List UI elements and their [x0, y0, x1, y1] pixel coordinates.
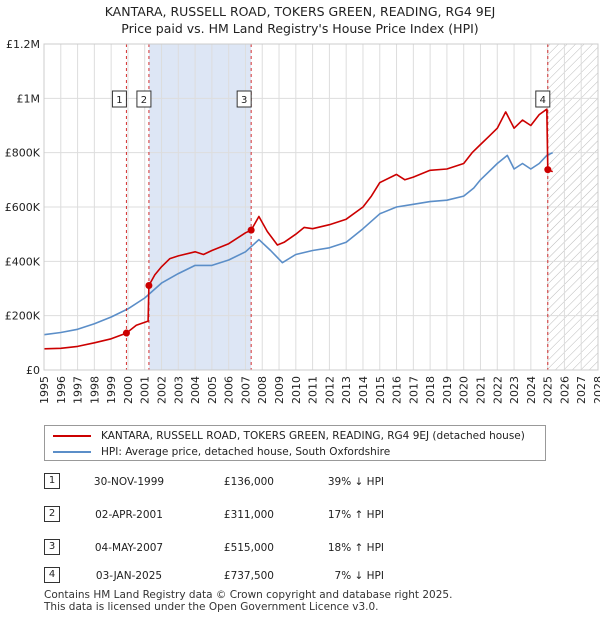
y-tick-label: £200K — [5, 310, 41, 323]
x-tick-label: 1999 — [105, 376, 118, 404]
y-tick-label: £800K — [5, 147, 41, 160]
x-tick-label: 2020 — [458, 376, 471, 404]
x-tick-label: 2005 — [206, 376, 219, 404]
x-tick-label: 2011 — [307, 376, 320, 404]
transaction-hpi-diff: 18% ↑ HPI — [327, 542, 384, 554]
sale-label-text: 3 — [241, 95, 247, 106]
x-tick-label: 1995 — [38, 376, 51, 404]
x-tick-label: 2006 — [223, 376, 236, 404]
sale-label-box — [111, 90, 127, 108]
chart-subtitle: Price paid vs. HM Land Registry's House … — [121, 21, 479, 36]
x-tick-label: 1997 — [72, 376, 85, 404]
legend-swatch-hpi — [53, 451, 91, 453]
hpi-line — [43, 151, 554, 336]
sale-point — [122, 329, 130, 337]
sale-label-text: 2 — [141, 95, 147, 106]
transaction-date: 04-MAY-2007 — [94, 542, 164, 554]
y-tick-label: £0 — [26, 364, 40, 377]
transaction-hpi-diff: 17% ↑ HPI — [327, 509, 384, 521]
y-tick-label: £1M — [17, 92, 41, 105]
sale-point — [145, 282, 153, 290]
sale-label-text: 4 — [540, 95, 546, 106]
sale-point — [544, 166, 552, 174]
x-tick-label: 2007 — [239, 376, 252, 404]
x-tick-label: 2000 — [122, 376, 135, 404]
legend-label-hpi: HPI: Average price, detached house, Sout… — [101, 446, 391, 458]
y-tick-label: £400K — [5, 255, 41, 268]
transaction-price: £737,500 — [223, 570, 274, 582]
footer-copyright: Contains HM Land Registry data © Crown c… — [44, 589, 453, 601]
x-tick-label: 2014 — [357, 376, 370, 404]
x-tick-label: 2015 — [374, 376, 387, 404]
sale-label-text: 1 — [116, 95, 122, 106]
x-tick-label: 2012 — [323, 376, 336, 404]
x-tick-label: 2016 — [391, 376, 404, 404]
x-tick-label: 2023 — [508, 376, 521, 404]
transaction-number: 1 — [44, 473, 60, 489]
transaction-price: £515,000 — [223, 542, 274, 554]
x-tick-label: 2003 — [172, 376, 185, 404]
transaction-number: 4 — [44, 567, 60, 583]
x-tick-label: 2001 — [139, 376, 152, 404]
sale-label-box — [136, 90, 152, 108]
sale-label-box — [236, 90, 252, 108]
y-tick-label: £1.2M — [6, 38, 40, 51]
price-chart: 1 2 3 4 £0 £200K £400K £600K £800K £1M £1.2M 1995 1… — [5, 38, 600, 404]
transaction-price: £136,000 — [223, 476, 274, 488]
y-tick-label: £600K — [5, 201, 41, 214]
x-tick-label: 1998 — [88, 376, 101, 404]
x-tick-label: 1996 — [55, 376, 68, 404]
x-tick-label: 2021 — [474, 376, 487, 404]
footer-license: This data is licensed under the Open Gov… — [44, 601, 379, 613]
x-tick-label: 2013 — [340, 376, 353, 404]
chart-legend: KANTARA, RUSSELL ROAD, TOKERS GREEN, REA… — [44, 425, 546, 461]
x-tick-label: 2018 — [424, 376, 437, 404]
x-tick-label: 2019 — [441, 376, 454, 404]
x-tick-label: 2002 — [156, 376, 169, 404]
x-tick-label: 2026 — [558, 376, 571, 404]
x-tick-label: 2025 — [542, 376, 555, 404]
x-tick-label: 2009 — [273, 376, 286, 404]
x-tick-label: 2008 — [256, 376, 269, 404]
transaction-price: £311,000 — [223, 509, 274, 521]
legend-swatch-property — [53, 435, 91, 437]
plot-frame — [43, 43, 599, 371]
legend-item-hpi: HPI: Average price, detached house, Sout… — [53, 444, 390, 460]
x-tick-label: 2027 — [575, 376, 588, 404]
transaction-number: 2 — [44, 506, 60, 522]
x-tick-label: 2024 — [525, 376, 538, 404]
transaction-date: 02-APR-2001 — [95, 509, 163, 521]
transaction-date: 30-NOV-1999 — [93, 476, 165, 488]
chart-title: KANTARA, RUSSELL ROAD, TOKERS GREEN, REA… — [104, 4, 496, 19]
x-tick-label: 2028 — [592, 376, 600, 404]
x-tick-label: 2010 — [290, 376, 303, 404]
sale-label-box — [535, 90, 551, 108]
transaction-number: 3 — [44, 539, 60, 555]
transaction-hpi-diff: 39% ↓ HPI — [327, 476, 384, 488]
transaction-hpi-diff: 7% ↓ HPI — [334, 570, 384, 582]
x-tick-label: 2017 — [407, 376, 420, 404]
legend-item-property: KANTARA, RUSSELL ROAD, TOKERS GREEN, REA… — [53, 428, 525, 444]
legend-label-property: KANTARA, RUSSELL ROAD, TOKERS GREEN, REA… — [101, 430, 525, 442]
x-tick-label: 2022 — [491, 376, 504, 404]
transaction-date: 03-JAN-2025 — [95, 570, 163, 582]
sale-point — [247, 226, 255, 234]
x-tick-label: 2004 — [189, 376, 202, 404]
